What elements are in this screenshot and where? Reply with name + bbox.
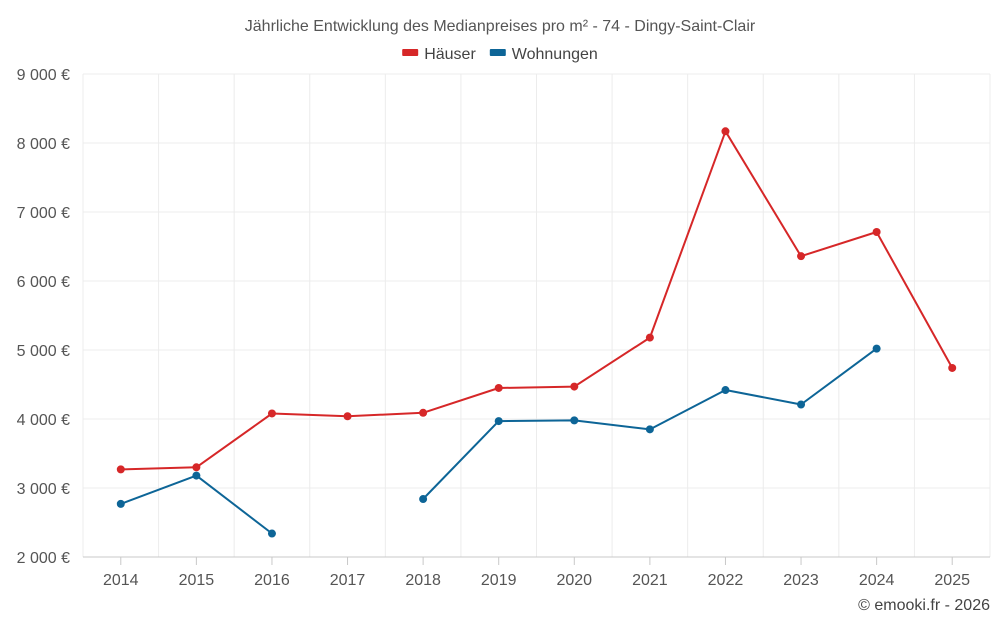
- data-point: [494, 417, 503, 426]
- series-wohnungen: [116, 344, 881, 538]
- x-tick-label: 2024: [859, 572, 895, 589]
- credit-text: © emooki.fr - 2026: [858, 597, 990, 614]
- y-tick-label: 6 000 €: [17, 274, 70, 291]
- data-point: [267, 529, 276, 538]
- x-tick-label: 2014: [103, 572, 139, 589]
- data-point: [721, 386, 730, 395]
- data-point: [570, 416, 579, 425]
- data-point: [872, 344, 881, 353]
- data-point: [116, 499, 125, 508]
- data-point: [419, 408, 428, 417]
- y-tick-label: 2 000 €: [17, 550, 70, 567]
- data-point: [116, 465, 125, 474]
- x-tick-label: 2015: [179, 572, 215, 589]
- axes: 2 000 € 3 000 € 4 000 € 5 000 € 6 000 € 7 000…: [17, 67, 990, 589]
- y-tick-label: 3 000 €: [17, 481, 70, 498]
- legend-swatch: [402, 49, 419, 56]
- legend-item-haeuser: Häuser: [402, 46, 476, 63]
- x-tick-label: 2020: [556, 572, 592, 589]
- x-tick-label: 2017: [330, 572, 366, 589]
- data-point: [872, 228, 881, 237]
- x-tick-label: 2022: [708, 572, 744, 589]
- data-point: [192, 471, 201, 480]
- x-tick-label: 2025: [934, 572, 970, 589]
- y-tick-label: 5 000 €: [17, 343, 70, 360]
- data-point: [494, 383, 503, 392]
- data-point: [721, 127, 730, 136]
- y-tick-label: 4 000 €: [17, 412, 70, 429]
- data-point: [948, 363, 957, 372]
- legend: Häuser Wohnungen: [402, 46, 598, 63]
- data-point: [192, 463, 201, 472]
- legend-swatch: [489, 49, 506, 56]
- series-line: [120, 130, 954, 471]
- chart-title: Jährliche Entwicklung des Medianpreises …: [245, 18, 756, 35]
- legend-label: Wohnungen: [512, 46, 598, 63]
- x-tick-label: 2023: [783, 572, 819, 589]
- data-point: [267, 409, 276, 418]
- x-tick-label: 2016: [254, 572, 290, 589]
- x-tick-label: 2019: [481, 572, 517, 589]
- x-tick-label: 2021: [632, 572, 668, 589]
- x-tick-label: 2018: [405, 572, 441, 589]
- data-point: [797, 252, 806, 261]
- y-tick-label: 7 000 €: [17, 205, 70, 222]
- y-tick-label: 8 000 €: [17, 136, 70, 153]
- legend-label: Häuser: [424, 46, 476, 63]
- data-point: [645, 425, 654, 434]
- series-line: [120, 474, 273, 535]
- data-point: [797, 400, 806, 409]
- data-point: [419, 495, 428, 504]
- data-point: [570, 382, 579, 391]
- data-point: [343, 412, 352, 421]
- data-point: [645, 333, 654, 342]
- series-line: [422, 347, 878, 500]
- y-tick-label: 9 000 €: [17, 67, 70, 84]
- series-haeuser: [116, 127, 957, 474]
- series-layer: [116, 127, 957, 538]
- legend-item-wohnungen: Wohnungen: [489, 46, 598, 63]
- grid: [82, 73, 991, 557]
